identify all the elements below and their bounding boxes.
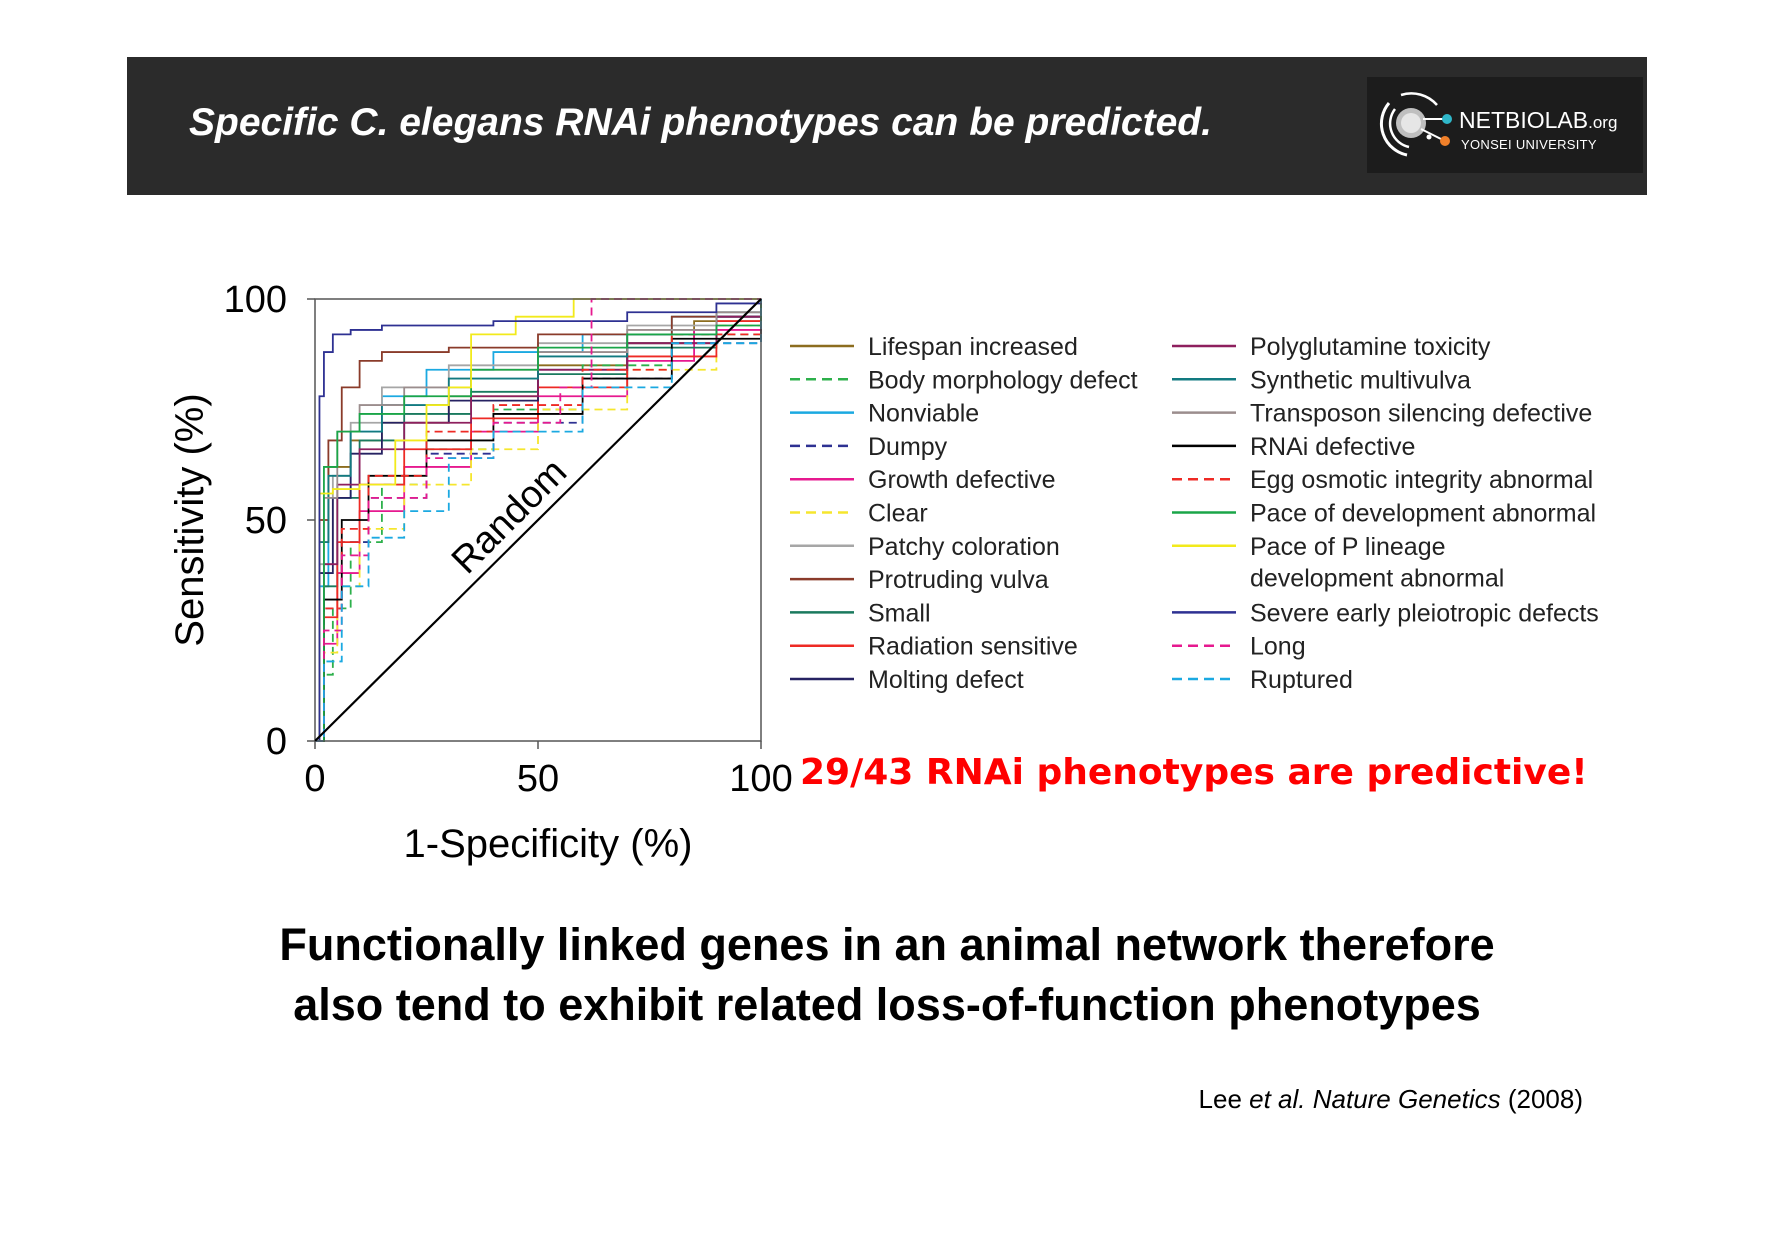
legend-label-3: Dumpy bbox=[868, 433, 948, 461]
logo-mark-icon bbox=[1379, 92, 1452, 157]
legend-label-6: Patchy coloration bbox=[868, 533, 1060, 561]
legend-label-14: RNAi defective bbox=[1250, 433, 1415, 461]
legend-label-11: Polyglutamine toxicity bbox=[1250, 333, 1491, 361]
random-label: Random bbox=[444, 451, 575, 582]
legend-label-17-cont: development abnormal bbox=[1250, 564, 1504, 592]
series-line-17 bbox=[315, 298, 761, 742]
legend-label-9: Radiation sensitive bbox=[868, 633, 1078, 661]
legend-label-12: Synthetic multivulva bbox=[1250, 366, 1471, 394]
legend-label-10: Molting defect bbox=[868, 666, 1024, 694]
legend-label-4: Growth defective bbox=[868, 466, 1056, 494]
legend-label-5: Clear bbox=[868, 500, 928, 528]
series-line-9 bbox=[315, 299, 762, 742]
legend-label-13: Transposon silencing defective bbox=[1250, 400, 1592, 428]
series-line-20 bbox=[315, 299, 762, 742]
legend-label-2: Nonviable bbox=[868, 400, 979, 428]
legend-label-16: Pace of development abnormal bbox=[1250, 500, 1596, 528]
summary-line-1: Functionally linked genes in an animal n… bbox=[279, 919, 1495, 970]
legend-label-1: Body morphology defect bbox=[868, 366, 1138, 394]
series-line-19 bbox=[315, 298, 761, 742]
logo-name: NETBIOLAB.org bbox=[1459, 107, 1618, 133]
axes: 0 50 100 0 50 100 1-Specificity (%) Sensitivity… bbox=[168, 279, 793, 866]
legend-label-7: Protruding vulva bbox=[868, 566, 1049, 594]
x-tick-label: 0 bbox=[304, 758, 325, 800]
y-tick-label: 50 bbox=[245, 500, 287, 542]
x-tick-label: 100 bbox=[729, 758, 792, 800]
series-line-5 bbox=[315, 299, 762, 742]
header-bar: Specific C. elegans RNAi phenotypes can … bbox=[127, 57, 1647, 195]
random-diagonal bbox=[314, 298, 762, 742]
legend-label-15: Egg osmotic integrity abnormal bbox=[1250, 466, 1593, 494]
netbiolab-logo: NETBIOLAB.org YONSEI UNIVERSITY bbox=[1367, 77, 1643, 173]
summary-text: Functionally linked genes in an animal n… bbox=[127, 915, 1647, 1035]
slide-title: Specific C. elegans RNAi phenotypes can … bbox=[189, 101, 1212, 144]
y-tick-label: 100 bbox=[224, 279, 287, 321]
x-tick-label: 50 bbox=[517, 758, 559, 800]
predictive-annotation: 29/43 RNAi phenotypes are predictive! bbox=[800, 752, 1588, 793]
y-axis-label: Sensitivity (%) bbox=[168, 393, 212, 646]
legend-label-19: Long bbox=[1250, 633, 1306, 661]
y-tick-label: 0 bbox=[266, 721, 287, 763]
legend-label-18: Severe early pleiotropic defects bbox=[1250, 599, 1599, 627]
legend-label-8: Small bbox=[868, 599, 931, 627]
x-axis-label: 1-Specificity (%) bbox=[404, 822, 693, 866]
legend-label-17: Pace of P lineage bbox=[1250, 533, 1446, 561]
series-line-18 bbox=[315, 299, 762, 742]
legend-label-0: Lifespan increased bbox=[868, 333, 1078, 361]
plot-lines bbox=[315, 298, 762, 742]
series-line-16 bbox=[315, 299, 762, 742]
legend: Lifespan increased Body morphology defect… bbox=[790, 333, 1599, 694]
logo-subtitle: YONSEI UNIVERSITY bbox=[1461, 137, 1597, 152]
summary-line-2: also tend to exhibit related loss-of-fun… bbox=[293, 979, 1481, 1030]
legend-label-20: Ruptured bbox=[1250, 666, 1353, 694]
citation: Lee et al. Nature Genetics (2008) bbox=[1198, 1084, 1583, 1114]
